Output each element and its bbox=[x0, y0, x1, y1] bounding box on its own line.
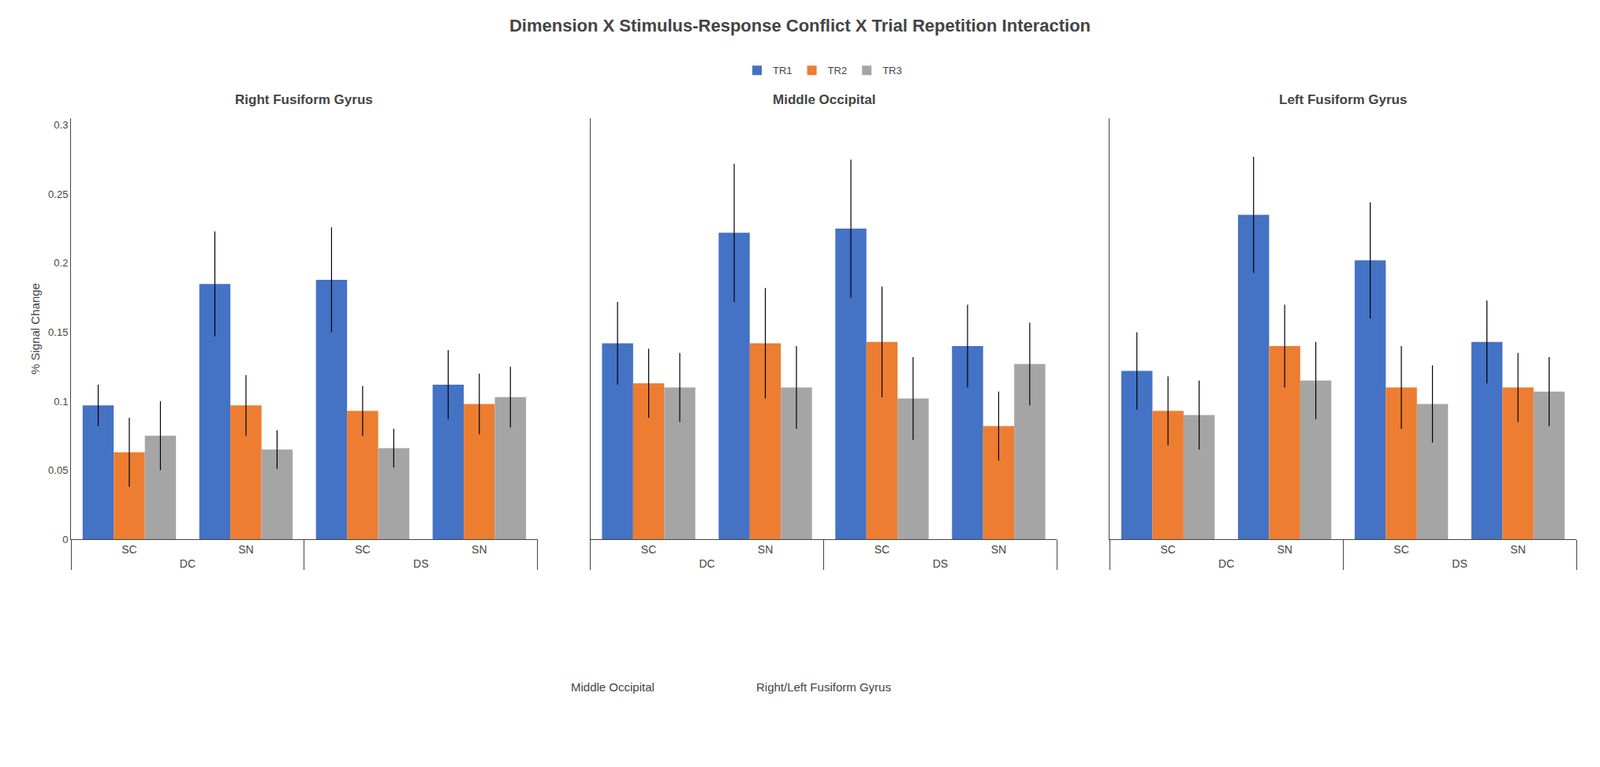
svg-text:Middle Occipital: Middle Occipital bbox=[570, 680, 655, 694]
svg-text:TR3: TR3 bbox=[882, 64, 903, 77]
svg-text:SC: SC bbox=[1393, 543, 1409, 556]
svg-text:SN: SN bbox=[238, 543, 254, 556]
svg-text:0.15: 0.15 bbox=[48, 326, 68, 339]
svg-text:DS: DS bbox=[932, 557, 948, 571]
svg-text:SN: SN bbox=[1510, 543, 1526, 556]
svg-text:DC: DC bbox=[179, 557, 196, 571]
svg-text:0.1: 0.1 bbox=[53, 395, 68, 408]
svg-text:0.05: 0.05 bbox=[48, 464, 68, 477]
svg-text:SN: SN bbox=[991, 543, 1007, 556]
svg-text:TR1: TR1 bbox=[772, 64, 793, 77]
svg-text:SN: SN bbox=[1276, 543, 1292, 556]
svg-text:DC: DC bbox=[1218, 557, 1235, 571]
svg-text:% Signal Change: % Signal Change bbox=[28, 283, 42, 375]
svg-text:SN: SN bbox=[471, 543, 487, 556]
svg-text:Dimension X Stimulus-Response: Dimension X Stimulus-Response Conflict X… bbox=[509, 15, 1091, 36]
svg-text:SC: SC bbox=[641, 543, 657, 556]
svg-text:DC: DC bbox=[698, 557, 715, 571]
svg-text:Middle Occipital: Middle Occipital bbox=[772, 92, 876, 108]
svg-text:SC: SC bbox=[354, 543, 370, 556]
svg-text:DS: DS bbox=[413, 557, 429, 571]
svg-text:SC: SC bbox=[1159, 543, 1175, 556]
svg-text:DS: DS bbox=[1451, 557, 1467, 571]
svg-text:TR2: TR2 bbox=[827, 64, 848, 77]
svg-text:0.2: 0.2 bbox=[53, 257, 68, 269]
svg-text:SC: SC bbox=[121, 543, 137, 556]
svg-text:SC: SC bbox=[874, 543, 890, 556]
svg-text:SN: SN bbox=[757, 543, 773, 556]
svg-text:0: 0 bbox=[62, 533, 68, 546]
svg-text:Right Fusiform Gyrus: Right Fusiform Gyrus bbox=[234, 92, 373, 108]
svg-text:Left Fusiform Gyrus: Left Fusiform Gyrus bbox=[1279, 92, 1407, 108]
svg-text:0.3: 0.3 bbox=[53, 119, 68, 131]
svg-text:Right/Left Fusiform Gyrus: Right/Left Fusiform Gyrus bbox=[756, 680, 892, 694]
svg-text:0.25: 0.25 bbox=[48, 188, 68, 201]
